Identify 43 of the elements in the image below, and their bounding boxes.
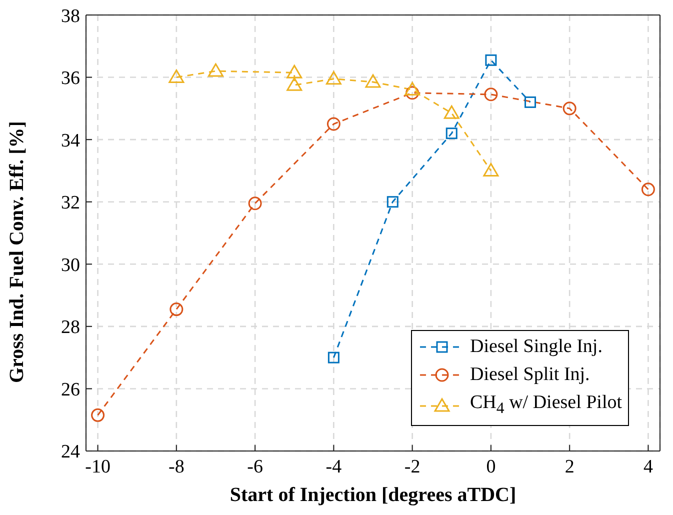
point xyxy=(641,182,655,196)
point xyxy=(326,117,340,131)
y-tick-label: 36 xyxy=(61,68,80,90)
x-tick-label: -10 xyxy=(85,456,110,478)
point xyxy=(365,74,381,88)
y-axis-title: Gross Ind. Fuel Conv. Eff. [%] xyxy=(6,121,28,383)
point xyxy=(328,352,340,364)
x-tick-label: -6 xyxy=(247,456,263,478)
x-tick-label: 0 xyxy=(486,456,496,478)
y-tick-label: 26 xyxy=(61,379,80,400)
y-tick-label: 28 xyxy=(61,317,80,338)
x-tick-label: 2 xyxy=(564,456,574,478)
y-tick-label: 38 xyxy=(61,6,80,27)
point xyxy=(248,196,262,210)
x-tick-label: 4 xyxy=(643,456,654,478)
point xyxy=(485,54,497,66)
point xyxy=(562,102,576,116)
x-tick-label: -2 xyxy=(404,456,420,478)
y-tick-label: 24 xyxy=(61,442,80,463)
point xyxy=(286,64,302,78)
y-tick-label: 32 xyxy=(61,192,80,214)
point xyxy=(444,105,460,119)
point xyxy=(446,128,458,140)
x-tick-label: -8 xyxy=(168,456,184,478)
y-tick-label: 34 xyxy=(61,130,80,152)
point xyxy=(406,86,420,100)
legend-label: Diesel Split Inj. xyxy=(470,363,590,387)
point xyxy=(404,82,420,96)
point xyxy=(286,77,302,91)
point xyxy=(91,408,105,422)
point xyxy=(483,162,499,176)
point xyxy=(168,70,184,84)
point xyxy=(524,96,536,108)
y-tick-label: 30 xyxy=(61,254,80,276)
point xyxy=(170,302,184,316)
legend-label: Diesel Single Inj. xyxy=(470,335,602,359)
point xyxy=(484,88,498,102)
point xyxy=(208,63,224,77)
x-axis-title: Start of Injection [degrees aTDC] xyxy=(230,484,516,506)
point xyxy=(386,196,398,208)
point xyxy=(326,71,342,85)
legend-label: CH$_{4}$ w/ Diesel Pilot xyxy=(470,391,622,419)
x-tick-label: -4 xyxy=(326,456,342,478)
